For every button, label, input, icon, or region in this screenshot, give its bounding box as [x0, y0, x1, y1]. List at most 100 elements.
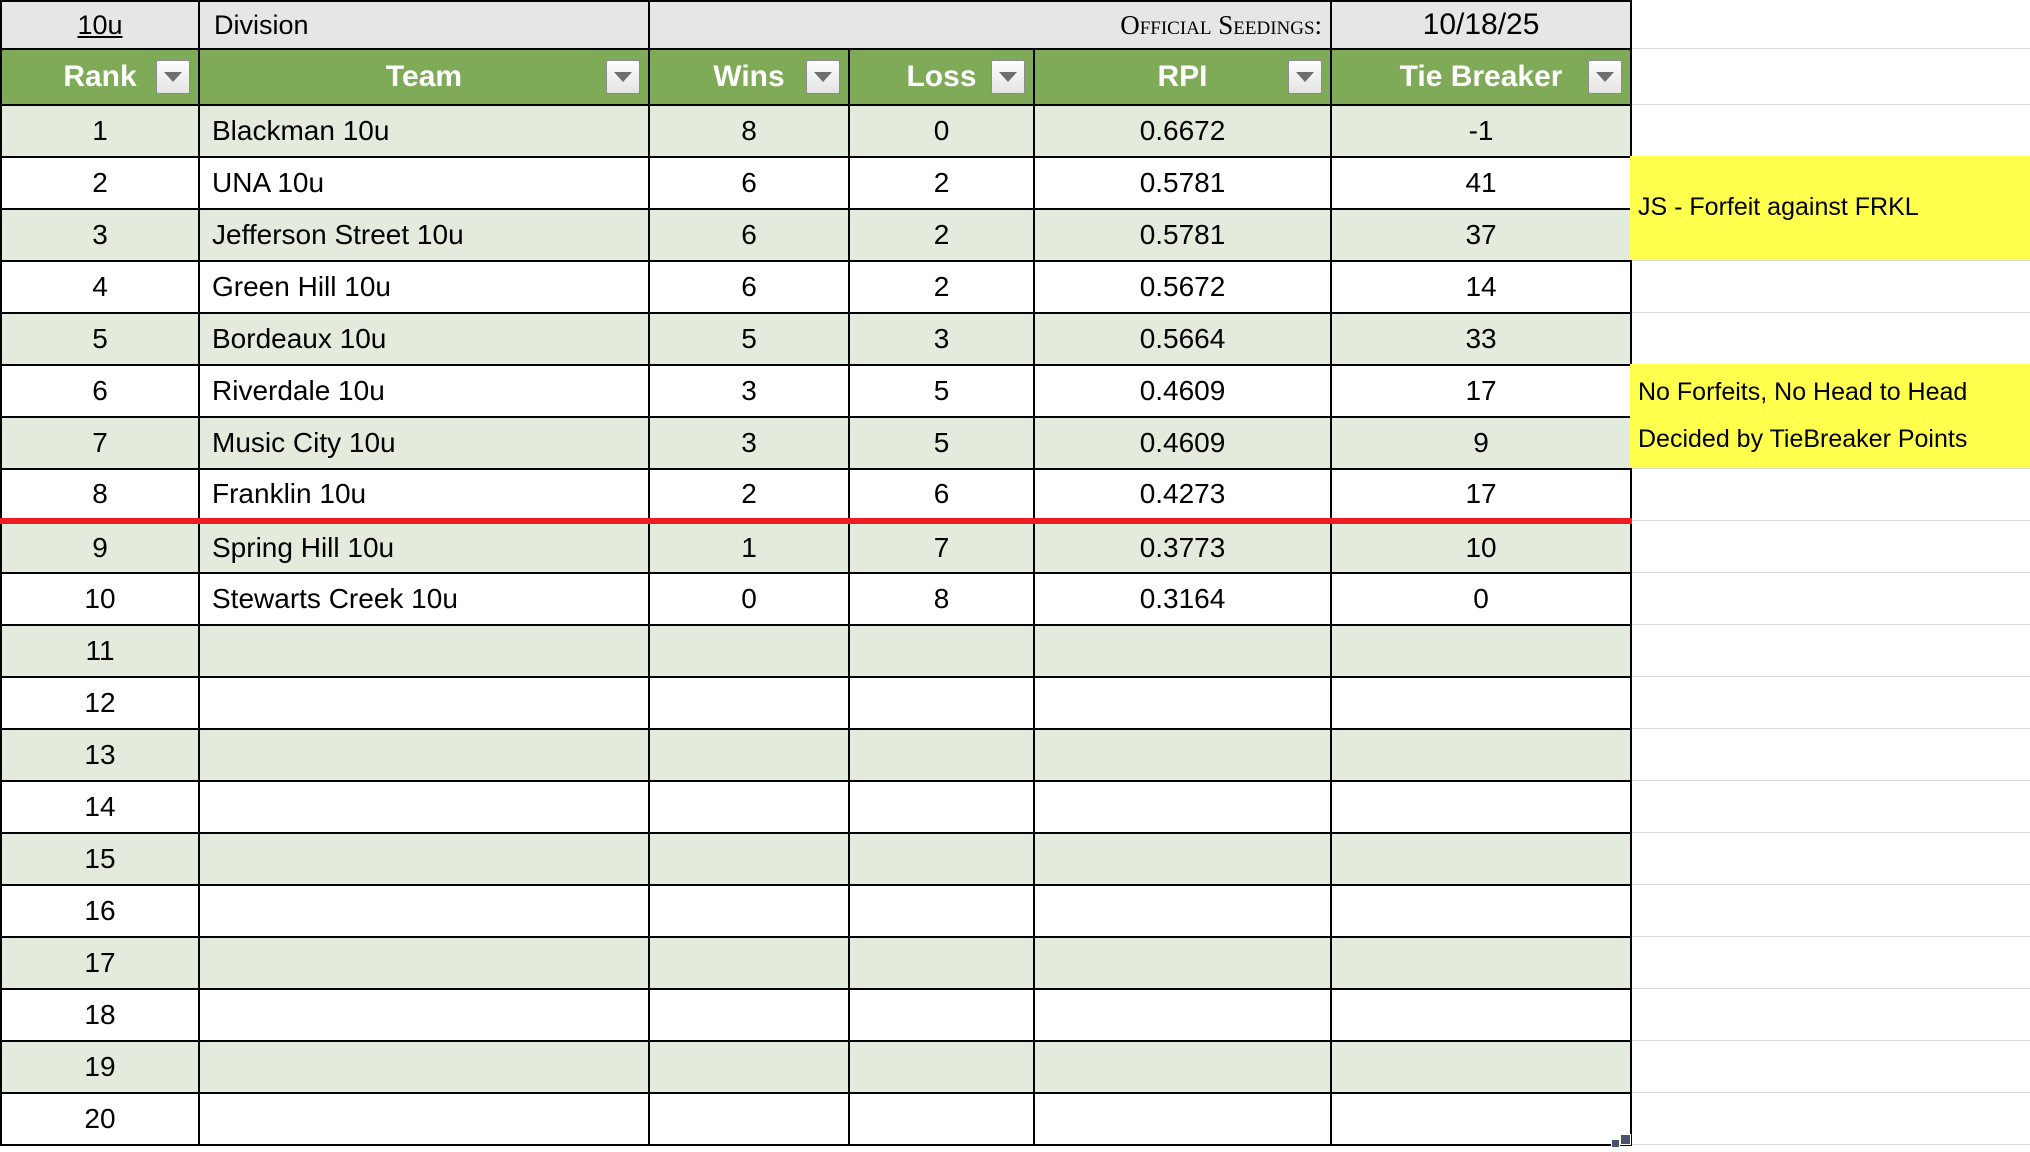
tie-breaker-cell[interactable]: 17 [1330, 468, 1633, 524]
rpi-cell[interactable] [1032, 1092, 1333, 1146]
loss-cell[interactable] [848, 1040, 1035, 1094]
division-label-cell[interactable]: Division [198, 0, 650, 50]
wins-cell[interactable]: 0 [648, 572, 850, 626]
rank-cell[interactable]: 19 [0, 1040, 200, 1094]
loss-cell[interactable]: 5 [848, 416, 1035, 470]
column-header-team[interactable]: Team [198, 48, 650, 106]
tie-breaker-cell[interactable]: -1 [1330, 104, 1633, 158]
column-header-rank[interactable]: Rank [0, 48, 200, 106]
team-cell[interactable] [198, 728, 650, 782]
rpi-cell[interactable] [1032, 728, 1333, 782]
rpi-cell[interactable]: 0.3164 [1032, 572, 1333, 626]
table-row[interactable]: 3 Jefferson Street 10u 6 2 0.5781 37 [0, 208, 1633, 262]
table-row[interactable]: 12 [0, 676, 1633, 730]
rpi-cell[interactable]: 0.6672 [1032, 104, 1333, 158]
table-row[interactable]: 7 Music City 10u 3 5 0.4609 9 [0, 416, 1633, 470]
rank-cell[interactable]: 3 [0, 208, 200, 262]
table-row[interactable]: 18 [0, 988, 1633, 1042]
team-cell[interactable]: UNA 10u [198, 156, 650, 210]
filter-dropdown-icon-wins[interactable] [806, 60, 840, 94]
rpi-cell[interactable]: 0.4609 [1032, 416, 1333, 470]
filter-dropdown-icon-tie-breaker[interactable] [1588, 60, 1623, 94]
rank-cell[interactable]: 1 [0, 104, 200, 158]
note-cell[interactable]: JS - Forfeit against FRKL [1630, 156, 2030, 260]
team-cell[interactable] [198, 988, 650, 1042]
tie-breaker-cell[interactable] [1330, 624, 1633, 678]
official-seedings-cell[interactable]: Official Seedings: [647, 0, 1333, 50]
loss-cell[interactable]: 2 [848, 208, 1035, 262]
table-row[interactable]: 19 [0, 1040, 1633, 1094]
wins-cell[interactable]: 6 [648, 208, 850, 262]
wins-cell[interactable] [648, 936, 850, 990]
wins-cell[interactable] [648, 1040, 850, 1094]
rank-cell[interactable]: 17 [0, 936, 200, 990]
wins-cell[interactable]: 8 [648, 104, 850, 158]
team-cell[interactable] [198, 936, 650, 990]
table-row[interactable]: 9 Spring Hill 10u 1 7 0.3773 10 [0, 520, 1633, 574]
table-row[interactable]: 10 Stewarts Creek 10u 0 8 0.3164 0 [0, 572, 1633, 626]
wins-cell[interactable]: 3 [648, 364, 850, 418]
filter-dropdown-icon-team[interactable] [606, 60, 640, 94]
wins-cell[interactable]: 6 [648, 156, 850, 210]
tie-breaker-cell[interactable] [1330, 676, 1633, 730]
wins-cell[interactable] [648, 884, 850, 938]
wins-cell[interactable] [648, 728, 850, 782]
column-header-tie-breaker[interactable]: Tie Breaker [1330, 48, 1633, 106]
tie-breaker-cell[interactable] [1330, 884, 1633, 938]
rpi-cell[interactable] [1032, 624, 1333, 678]
rank-cell[interactable]: 13 [0, 728, 200, 782]
loss-cell[interactable] [848, 832, 1035, 886]
tie-breaker-cell[interactable] [1330, 780, 1633, 834]
rank-cell[interactable]: 11 [0, 624, 200, 678]
wins-cell[interactable]: 5 [648, 312, 850, 366]
loss-cell[interactable] [848, 624, 1035, 678]
team-cell[interactable] [198, 1040, 650, 1094]
team-cell[interactable] [198, 884, 650, 938]
loss-cell[interactable]: 8 [848, 572, 1035, 626]
tie-breaker-cell[interactable]: 33 [1330, 312, 1633, 366]
tie-breaker-cell[interactable]: 14 [1330, 260, 1633, 314]
team-cell[interactable]: Spring Hill 10u [198, 520, 650, 574]
wins-cell[interactable] [648, 988, 850, 1042]
loss-cell[interactable]: 0 [848, 104, 1035, 158]
rpi-cell[interactable]: 0.5672 [1032, 260, 1333, 314]
rpi-cell[interactable] [1032, 780, 1333, 834]
wins-cell[interactable] [648, 1092, 850, 1146]
rpi-cell[interactable]: 0.5664 [1032, 312, 1333, 366]
table-row[interactable]: 8 Franklin 10u 2 6 0.4273 17 [0, 468, 1633, 524]
table-row[interactable]: 15 [0, 832, 1633, 886]
table-row[interactable]: 16 [0, 884, 1633, 938]
rpi-cell[interactable] [1032, 936, 1333, 990]
wins-cell[interactable]: 6 [648, 260, 850, 314]
rpi-cell[interactable] [1032, 988, 1333, 1042]
rank-cell[interactable]: 8 [0, 468, 200, 524]
tie-breaker-cell[interactable]: 0 [1330, 572, 1633, 626]
division-code-cell[interactable]: 10u [0, 0, 200, 50]
loss-cell[interactable] [848, 1092, 1035, 1146]
wins-cell[interactable] [648, 780, 850, 834]
table-row[interactable]: 1 Blackman 10u 8 0 0.6672 -1 [0, 104, 1633, 158]
team-cell[interactable] [198, 1092, 650, 1146]
rank-cell[interactable]: 15 [0, 832, 200, 886]
wins-cell[interactable] [648, 676, 850, 730]
loss-cell[interactable]: 2 [848, 260, 1035, 314]
team-cell[interactable]: Stewarts Creek 10u [198, 572, 650, 626]
loss-cell[interactable]: 2 [848, 156, 1035, 210]
rank-cell[interactable]: 2 [0, 156, 200, 210]
rank-cell[interactable]: 12 [0, 676, 200, 730]
tie-breaker-cell[interactable]: 10 [1330, 520, 1633, 574]
rank-cell[interactable]: 4 [0, 260, 200, 314]
rank-cell[interactable]: 14 [0, 780, 200, 834]
rank-cell[interactable]: 9 [0, 520, 200, 574]
rank-cell[interactable]: 10 [0, 572, 200, 626]
tie-breaker-cell[interactable]: 37 [1330, 208, 1633, 262]
filter-dropdown-icon-rpi[interactable] [1288, 60, 1323, 94]
column-header-loss[interactable]: Loss [848, 48, 1035, 106]
loss-cell[interactable]: 6 [848, 468, 1035, 524]
team-cell[interactable]: Jefferson Street 10u [198, 208, 650, 262]
wins-cell[interactable] [648, 832, 850, 886]
loss-cell[interactable]: 5 [848, 364, 1035, 418]
filter-dropdown-icon-rank[interactable] [156, 60, 190, 94]
note-cell[interactable]: No Forfeits, No Head to Head Decided by T… [1630, 364, 2030, 468]
table-row[interactable]: 20 [0, 1092, 1633, 1146]
